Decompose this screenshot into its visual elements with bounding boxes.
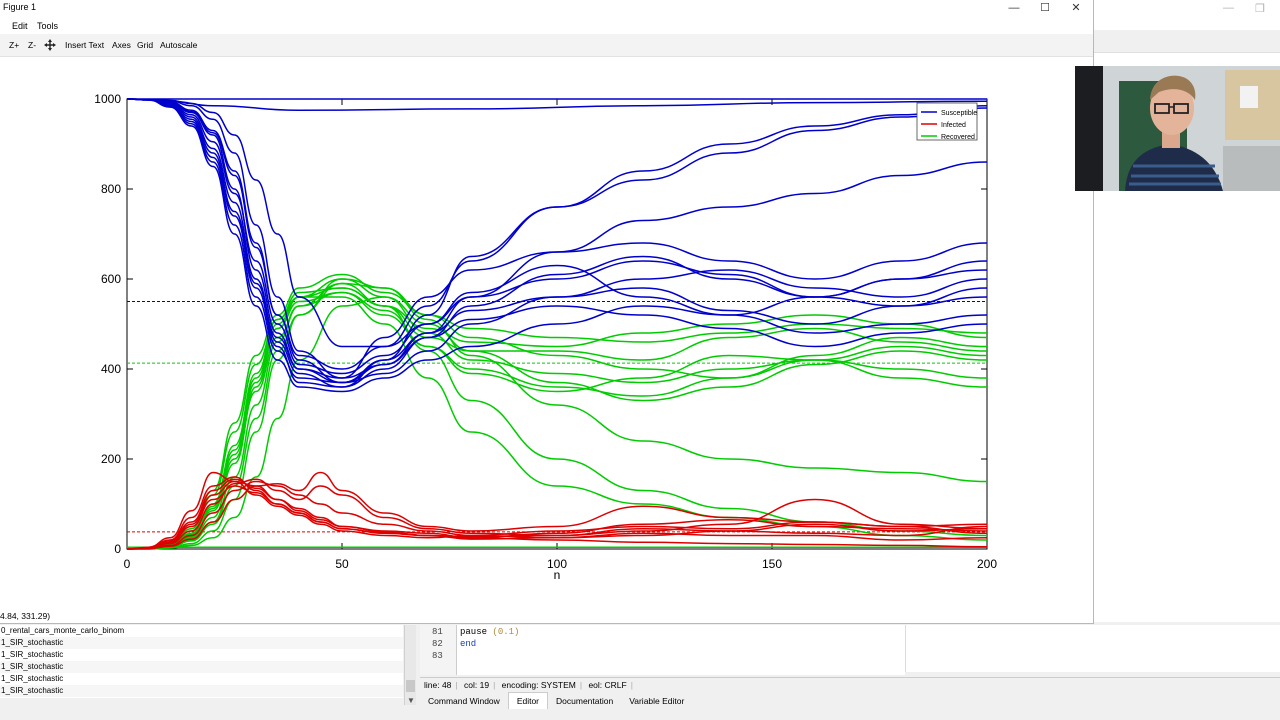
series-line-susceptible: [126, 98, 988, 379]
zoom-out-button[interactable]: Z-: [28, 40, 37, 50]
series-line-infected: [126, 471, 988, 550]
line-number: 82: [432, 639, 443, 649]
series-line-susceptible: [126, 98, 988, 384]
legend-label: Infected: [941, 122, 966, 129]
file-list-scrollbar[interactable]: ▼: [404, 625, 416, 705]
axes-button[interactable]: Axes: [112, 40, 131, 50]
series-line-susceptible: [126, 98, 988, 375]
scroll-down-icon[interactable]: ▼: [407, 696, 415, 705]
series-line-infected: [126, 478, 988, 550]
legend-label: Susceptible: [941, 110, 977, 117]
title-bar: Figure 1 — ☐ ✕: [0, 0, 1093, 17]
code-line[interactable]: pause (0.1): [460, 627, 519, 637]
line-number-gutter: [420, 625, 457, 675]
status-col: col: 19: [464, 680, 490, 690]
series-line-infected: [126, 471, 988, 550]
x-axis-label: n: [554, 568, 561, 582]
file-item[interactable]: 1_SIR_stochastic: [0, 685, 403, 697]
series-layer: [126, 98, 988, 550]
series-line-recovered: [126, 278, 988, 550]
tab-command-window[interactable]: Command Window: [428, 696, 500, 706]
x-tick-label: 200: [977, 557, 997, 571]
file-item[interactable]: 1_SIR_stochastic: [0, 661, 403, 673]
x-tick-label: 100: [547, 557, 567, 571]
legend-label: Recovered: [941, 134, 975, 141]
minimize-button[interactable]: —: [1008, 2, 1020, 14]
legend-box: [916, 102, 978, 141]
series-line-susceptible: [126, 98, 988, 370]
y-tick-label: 1000: [94, 92, 121, 106]
background-toolbar: [1093, 30, 1280, 53]
series-line-infected: [126, 485, 988, 550]
code-line[interactable]: end: [460, 639, 477, 649]
status-line: line: 48: [424, 680, 452, 690]
y-tick-label: 600: [101, 272, 121, 286]
file-item[interactable]: 1_SIR_stochastic: [1, 674, 64, 683]
menu-edit[interactable]: Edit: [12, 21, 28, 31]
close-button[interactable]: ✕: [1071, 2, 1081, 14]
autoscale-button[interactable]: Autoscale: [160, 40, 198, 50]
series-line-susceptible: [126, 98, 988, 112]
file-item[interactable]: 0_rental_cars_monte_carlo_binom: [1, 626, 125, 635]
line-number: 83: [432, 651, 443, 661]
line-number: 81: [432, 627, 443, 637]
tab-documentation[interactable]: Documentation: [556, 696, 614, 706]
series-line-susceptible: [126, 98, 988, 388]
scrollbar-thumb[interactable]: [406, 680, 415, 692]
ide-tabs: Command Window Editor Documentation Variabl…: [420, 692, 692, 709]
file-item[interactable]: 1_SIR_stochastic: [1, 650, 64, 659]
status-eol: eol: CRLF: [588, 680, 627, 690]
status-encoding: encoding: SYSTEM: [501, 680, 576, 690]
tab-editor[interactable]: Editor: [507, 692, 549, 709]
bg-restore-icon[interactable]: ❐: [1255, 3, 1265, 15]
file-item[interactable]: 1_SIR_stochastic: [0, 637, 403, 649]
sir-chart[interactable]: 0 50 100 150 200 0 200 400 600 800 1000 n Susceptib…: [0, 56, 1093, 611]
y-tick-label: 800: [101, 182, 121, 196]
x-tick-label: 150: [762, 557, 782, 571]
coordinate-readout: 4.84, 331.29): [0, 611, 51, 621]
code-editor[interactable]: 81 82 83 pause (0.1) end: [420, 625, 905, 675]
x-tick-label: 0: [124, 557, 131, 571]
y-tick-label: 200: [101, 452, 121, 466]
figure-toolbar: Z+ Z- Insert Text Axes Grid Autoscale: [0, 34, 1093, 57]
code-keyword: pause: [460, 627, 488, 637]
maximize-button[interactable]: ☐: [1040, 2, 1050, 14]
tab-variable-editor[interactable]: Variable Editor: [629, 696, 685, 706]
series-line-recovered: [126, 278, 988, 550]
legend: Susceptible Infected Recovered: [916, 102, 978, 141]
insert-text-button[interactable]: Insert Text: [65, 40, 105, 50]
x-tick-label: 50: [335, 557, 349, 571]
series-line-infected: [126, 478, 988, 550]
pan-icon[interactable]: [44, 39, 56, 51]
editor-status-bar: line: 48 | col: 19 | encoding: SYSTEM | eol…: [420, 677, 1280, 692]
grid-button[interactable]: Grid: [137, 40, 154, 50]
series-line-susceptible: [126, 98, 988, 384]
series-line-recovered: [126, 296, 988, 550]
webcam-overlay: [1075, 66, 1280, 191]
zoom-in-button[interactable]: Z+: [9, 40, 20, 50]
series-line-susceptible: [126, 98, 988, 384]
menu-tools[interactable]: Tools: [37, 21, 59, 31]
series-line-susceptible: [126, 98, 988, 348]
figure-window: Figure 1 — ☐ ✕ Edit Tools Z+ Z- Insert T…: [0, 0, 1094, 624]
y-tick-label: 400: [101, 362, 121, 376]
y-tick-label: 0: [114, 542, 121, 556]
series-line-susceptible: [126, 98, 988, 393]
bg-minimize-icon[interactable]: —: [1223, 2, 1234, 14]
series-line-infected: [126, 480, 988, 550]
tick-labels: 0 50 100 150 200 0 200 400 600 800 1000 n: [94, 92, 997, 582]
code-argument: (0.1): [492, 627, 520, 637]
series-line-recovered: [126, 287, 988, 550]
window-title: Figure 1: [3, 2, 37, 12]
side-panel: [905, 625, 1280, 672]
file-list: 0_rental_cars_monte_carlo_binom 1_SIR_st…: [0, 625, 403, 698]
